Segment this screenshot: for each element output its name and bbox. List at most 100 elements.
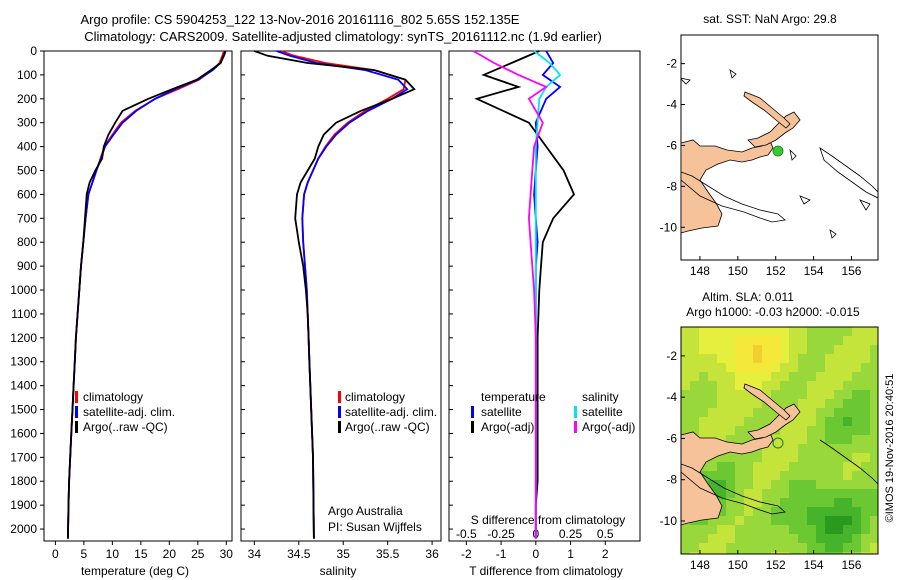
- sla-cell: [744, 462, 754, 472]
- map-x-tick-label: 150: [728, 558, 748, 572]
- sla-cell: [762, 372, 772, 382]
- sla-cell: [879, 327, 889, 337]
- sla-cell: [780, 471, 790, 481]
- credit-argo-australia: Argo Australia: [328, 504, 403, 518]
- sla-cell: [780, 372, 790, 382]
- sst-map-ticks: 148 150 152 154 156 -2 -4 -6 -8 -10: [660, 57, 862, 278]
- sla-cell: [708, 381, 718, 391]
- sla-cell: [789, 435, 799, 445]
- sla-cell: [843, 480, 853, 490]
- sla-cell: [798, 471, 808, 481]
- sla-cell: [798, 462, 808, 472]
- sla-cell: [717, 390, 727, 400]
- sla-cell: [744, 525, 754, 535]
- sla-cell: [726, 525, 736, 535]
- sla-cell: [807, 354, 817, 364]
- sla-cell: [879, 543, 889, 553]
- sla-cell: [780, 327, 790, 337]
- sla-cell: [735, 525, 745, 535]
- sla-cell: [843, 354, 853, 364]
- sla-cell: [762, 417, 772, 427]
- sla-cell: [771, 480, 781, 490]
- sla-cell: [843, 408, 853, 418]
- sla-cell: [726, 417, 736, 427]
- x-tick-label: -2: [461, 547, 472, 561]
- sla-cell: [699, 399, 709, 409]
- sla-cell: [717, 480, 727, 490]
- legend-label-temp-satellite: satellite: [481, 405, 522, 419]
- sla-cell: [834, 480, 844, 490]
- legend-title-temperature: temperature: [481, 390, 546, 404]
- sla-cell: [843, 525, 853, 535]
- sla-cell: [843, 381, 853, 391]
- sla-cell: [861, 390, 871, 400]
- sla-map-frame: [680, 326, 879, 555]
- sla-cell: [789, 354, 799, 364]
- sla-cell: [699, 525, 709, 535]
- sla-cell: [771, 444, 781, 454]
- sla-cell: [798, 444, 808, 454]
- sla-cell: [834, 534, 844, 544]
- sla-cell: [726, 489, 736, 499]
- sla-cell: [726, 345, 736, 355]
- sla-cell: [852, 462, 862, 472]
- sla-cell: [798, 372, 808, 382]
- sla-cell: [852, 534, 862, 544]
- sla-cell: [780, 534, 790, 544]
- sla-cell: [852, 363, 862, 373]
- sst-map-title: sat. SST: NaN Argo: 29.8: [703, 12, 837, 26]
- depth-tick-label: 1600: [10, 426, 37, 440]
- x-tick-label: -1: [496, 547, 507, 561]
- sla-cell: [753, 462, 763, 472]
- sla-cell: [762, 534, 772, 544]
- sla-cell: [870, 525, 878, 535]
- sla-cell: [744, 516, 754, 526]
- sla-cell: [807, 462, 817, 472]
- sla-cell: [717, 462, 727, 472]
- sla-cell: [753, 336, 763, 346]
- sla-cell: [735, 327, 745, 337]
- sla-cell: [771, 525, 781, 535]
- sla-cell: [726, 381, 736, 391]
- sla-cell: [780, 489, 790, 499]
- sla-cell: [744, 417, 754, 427]
- salinity-x-ticks: 34 34.5 35 35.5 36: [248, 541, 439, 561]
- sla-cell: [717, 498, 727, 508]
- sla-cell: [852, 480, 862, 490]
- sla-cell: [780, 543, 790, 553]
- sla-cell: [852, 471, 862, 481]
- sla-cell: [852, 336, 862, 346]
- sla-cell: [771, 363, 781, 373]
- sla-cell: [681, 372, 691, 382]
- coast-islands: [681, 69, 871, 239]
- sla-cell: [735, 435, 745, 445]
- sla-cell: [798, 507, 808, 517]
- x-tick-label: 0: [52, 547, 59, 561]
- sla-cell: [762, 444, 772, 454]
- sla-cell: [843, 552, 853, 554]
- sla-cell: [744, 390, 754, 400]
- map-x-tick-label: 156: [841, 558, 861, 572]
- sla-cell: [825, 345, 835, 355]
- sla-cell: [861, 435, 871, 445]
- legend-label-argo: Argo(..raw -QC): [83, 420, 168, 434]
- sla-cell: [717, 381, 727, 391]
- sla-cell: [744, 498, 754, 508]
- sla-cell: [852, 327, 862, 337]
- sla-cell: [843, 363, 853, 373]
- sla-cell: [762, 480, 772, 490]
- depth-tick-label: 700: [17, 211, 37, 225]
- sla-cell: [807, 498, 817, 508]
- sla-cell: [735, 390, 745, 400]
- credit-pi: PI: Susan Wijffels: [328, 520, 422, 534]
- sla-cell: [798, 345, 808, 355]
- salinity-axis-label: salinity: [320, 564, 357, 578]
- sla-cell: [843, 345, 853, 355]
- land-new-guinea-sla: [681, 431, 774, 526]
- map-x-tick-label: 148: [690, 264, 710, 278]
- series-line-climatology: [67, 50, 225, 539]
- sla-cell: [690, 399, 700, 409]
- sla-cell: [798, 516, 808, 526]
- sla-cell: [744, 471, 754, 481]
